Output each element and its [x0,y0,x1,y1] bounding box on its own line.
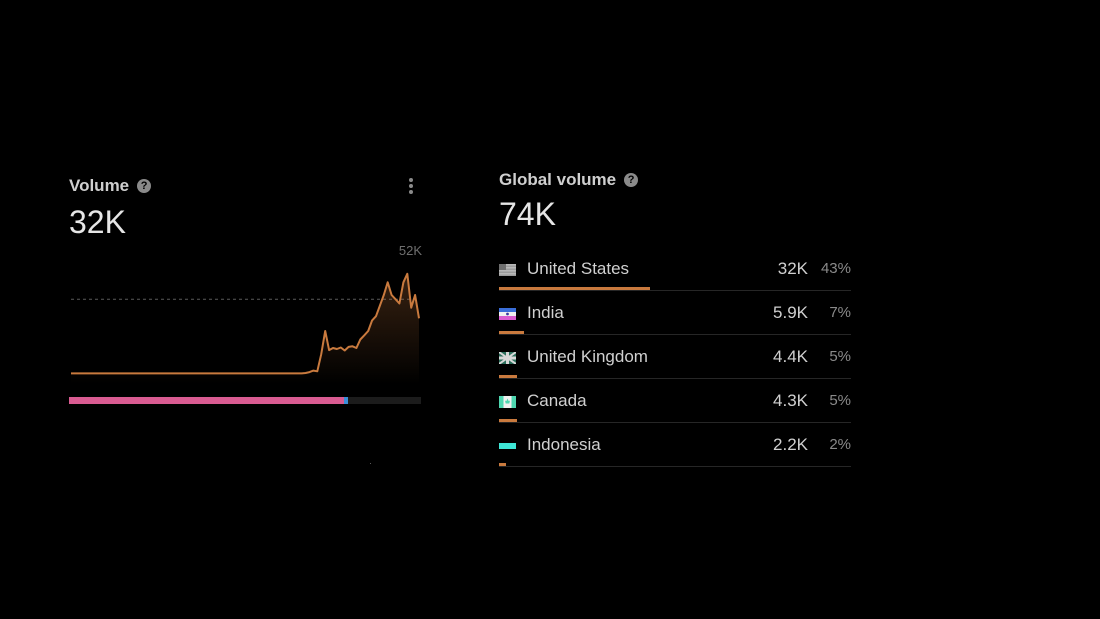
country-row-indonesia[interactable]: Indonesia 2.2K 2% [499,423,851,467]
split-bar-pink-segment [69,397,344,404]
country-share-bar [499,463,507,466]
volume-split-bar [69,397,421,404]
country-name: United Kingdom [527,346,648,366]
more-options-icon[interactable] [408,178,414,198]
canada-flag-icon [499,395,516,408]
question-mark-icon[interactable]: ? [624,173,639,187]
country-volume: 5.9K [773,302,808,322]
country-row-uk[interactable]: United Kingdom 4.4K 5% [499,335,851,379]
country-volume: 2.2K [773,434,808,454]
country-percent: 43% [820,260,851,277]
global-volume-value: 74K [499,196,556,232]
chart-max-label: 52K [398,243,422,258]
country-row-india[interactable]: India 5.9K 7% [499,291,851,335]
country-share-bar [499,331,524,334]
country-row-canada[interactable]: Canada 4.3K 5% [499,379,851,423]
country-percent: 7% [829,304,851,321]
country-volume: 4.4K [773,346,808,366]
us-flag-icon [499,263,516,276]
question-mark-icon[interactable]: ? [137,179,152,193]
volume-panel: Volume ? 32K 52K [69,172,422,472]
decorative-dot [370,463,371,464]
country-volume: 4.3K [773,390,808,410]
country-name: India [527,302,564,322]
country-share-bar [499,375,517,378]
country-percent: 2% [829,436,851,453]
country-name: Indonesia [527,434,601,454]
country-list: United States 32K 43% India 5.9K 7% [499,247,851,467]
indonesia-flag-icon [499,442,516,449]
volume-line-series [71,272,420,375]
country-name: United States [527,258,630,278]
india-flag-icon [499,307,516,320]
global-volume-header: Global volume ? [499,166,851,194]
volume-trend-chart [71,272,420,384]
country-row-us[interactable]: United States 32K 43% [499,247,851,291]
volume-area [71,273,419,384]
uk-flag-icon [499,351,516,364]
global-volume-panel: Global volume ? 74K United States 32K 43… [499,166,851,467]
country-volume: 32K [777,258,808,278]
country-percent: 5% [829,348,851,365]
country-percent: 5% [829,392,851,409]
global-volume-title: Global volume [499,170,617,189]
volume-header: Volume ? [69,172,422,200]
volume-title: Volume [69,176,130,195]
country-share-bar [499,287,651,290]
country-name: Canada [527,390,587,410]
split-bar-blue-segment [343,397,349,404]
country-share-bar [499,419,517,422]
volume-value: 32K [69,204,126,240]
